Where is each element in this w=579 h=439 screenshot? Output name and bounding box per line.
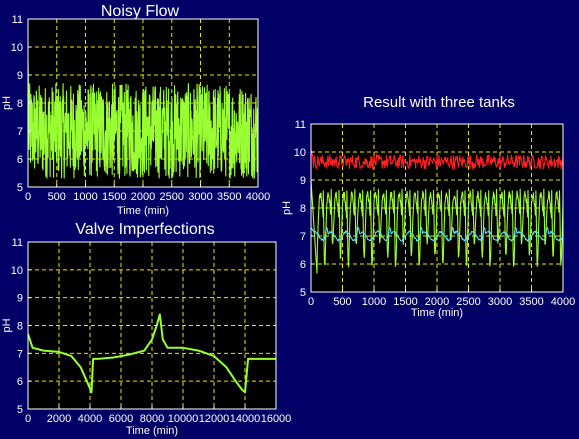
x-tick-label: 3500 — [519, 296, 543, 308]
x-tick-label: 3000 — [188, 191, 212, 203]
x-axis-label: Time (min) — [117, 205, 169, 217]
x-tick-label: 0 — [308, 296, 314, 308]
x-tick-label: 4000 — [246, 191, 270, 203]
y-tick-label: 5 — [300, 287, 306, 299]
y-tick-label: 9 — [17, 70, 23, 82]
y-tick-label: 5 — [17, 404, 23, 416]
y-tick-label: 11 — [295, 119, 306, 131]
x-tick-label: 8000 — [140, 413, 164, 425]
x-tick-label: 2500 — [456, 296, 480, 308]
x-tick-label: 12000 — [199, 413, 230, 425]
x-tick-label: 3000 — [488, 296, 512, 308]
y-tick-label: 7 — [17, 348, 23, 360]
y-tick-label: 10 — [294, 147, 306, 159]
x-tick-label: 3500 — [217, 191, 241, 203]
x-tick-label: 2000 — [47, 413, 71, 425]
series-line-0 — [28, 313, 276, 394]
y-tick-label: 11 — [12, 14, 23, 26]
y-tick-label: 8 — [300, 203, 306, 215]
y-tick-label: 10 — [11, 42, 23, 54]
x-tick-label: 4000 — [551, 296, 575, 308]
y-tick-label: 6 — [17, 376, 23, 388]
series-line-2 — [311, 227, 563, 242]
y-tick-label: 8 — [17, 321, 23, 333]
y-tick-label: 10 — [11, 265, 23, 277]
y-tick-label: 11 — [12, 237, 23, 249]
x-tick-label: 6000 — [109, 413, 133, 425]
x-tick-label: 500 — [333, 296, 351, 308]
chart-noisy: Noisy Flow 0 500 1000 1500 2000 2500 3000 3500 40… — [1, 3, 270, 217]
y-axis-label: pH — [281, 201, 293, 215]
x-tick-label: 14000 — [230, 413, 261, 425]
y-axis-label: pH — [1, 96, 13, 110]
x-tick-label: 2500 — [160, 191, 184, 203]
x-axis-label: Time (min) — [126, 425, 178, 437]
y-tick-label: 6 — [17, 154, 23, 166]
x-tick-label: 2000 — [131, 191, 155, 203]
x-axis-label: Time (min) — [411, 307, 463, 319]
y-tick-label: 9 — [300, 175, 306, 187]
y-tick-label: 8 — [17, 98, 23, 110]
y-tick-label: 7 — [300, 231, 306, 243]
x-tick-label: 1500 — [393, 296, 417, 308]
series-line-0 — [28, 60, 258, 180]
y-tick-label: 6 — [300, 259, 306, 271]
x-tick-label: 1500 — [102, 191, 126, 203]
chart-title: Noisy Flow — [101, 3, 180, 20]
chart-title: Result with three tanks — [363, 94, 515, 111]
chart-title: Valve Imperfections — [75, 221, 214, 238]
x-tick-label: 0 — [25, 413, 31, 425]
x-tick-label: 4000 — [78, 413, 102, 425]
series-line-1 — [311, 179, 563, 274]
y-tick-label: 9 — [17, 293, 23, 305]
x-tick-label: 500 — [48, 191, 66, 203]
y-tick-label: 5 — [17, 182, 23, 194]
x-tick-label: 1000 — [73, 191, 97, 203]
y-axis-label: pH — [1, 318, 13, 332]
chart-result: Result with three tanks 0 500 1000 1500 2000 2… — [281, 94, 575, 319]
x-tick-label: 0 — [25, 191, 31, 203]
x-tick-label: 2000 — [425, 296, 449, 308]
series-line-0 — [311, 149, 563, 170]
x-tick-label: 1000 — [362, 296, 386, 308]
chart-valve: Valve Imperfections 0 2000 4000 6000 8000 1000… — [1, 221, 291, 437]
x-tick-label: 16000 — [261, 413, 292, 425]
y-tick-label: 7 — [17, 126, 23, 138]
x-tick-label: 10000 — [168, 413, 199, 425]
